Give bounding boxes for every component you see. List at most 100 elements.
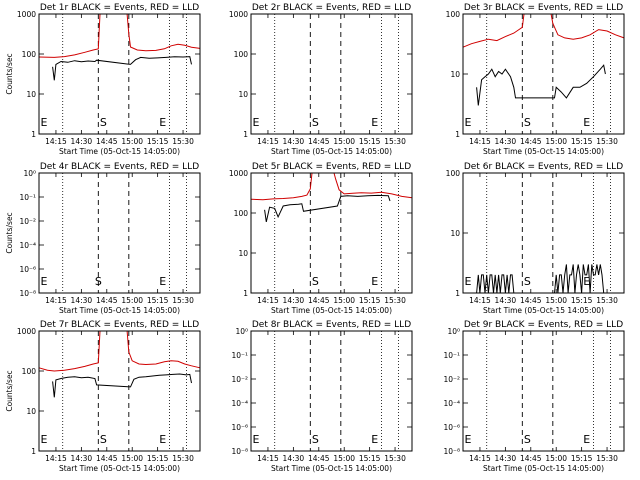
interval-marker-s: S: [100, 433, 107, 446]
y-tick-label: 10⁻⁶: [231, 423, 248, 432]
y-tick-label: 1000: [17, 327, 36, 336]
x-axis-label: Start Time (05-Oct-15 14:05:00): [483, 464, 604, 473]
interval-marker-e: E: [583, 275, 590, 288]
x-tick-label: 14:30: [283, 454, 305, 463]
interval-marker-e: E: [41, 433, 48, 446]
interval-marker-e: E: [583, 433, 590, 446]
y-tick-label: 10⁻⁴: [231, 399, 248, 408]
x-tick-label: 14:30: [71, 137, 93, 146]
x-tick-label: 14:30: [495, 454, 517, 463]
panel-title: Det 6r BLACK = Events, RED = LLD: [464, 162, 623, 172]
y-tick-label: 10: [238, 249, 248, 258]
y-tick-label: 10⁻⁶: [19, 265, 36, 274]
x-tick-label: 15:15: [359, 137, 381, 146]
x-tick-label: 14:30: [71, 454, 93, 463]
events-series: [52, 56, 192, 81]
y-tick-label: 1: [31, 447, 36, 456]
x-tick-label: 15:15: [147, 137, 169, 146]
x-tick-label: 14:45: [520, 137, 542, 146]
events-series: [264, 194, 391, 223]
y-tick-label: 100: [446, 10, 461, 19]
interval-marker-e: E: [159, 275, 166, 288]
interval-marker-e: E: [465, 116, 472, 129]
panel-det-9r: Det 9r BLACK = Events, RED = LLD 14:15 14:…: [443, 320, 625, 473]
interval-marker-s: S: [312, 116, 319, 129]
y-tick-label: 10: [450, 70, 460, 79]
panel-det-8r: Det 8r BLACK = Events, RED = LLD 14:15 14:…: [231, 320, 413, 473]
y-tick-label: 10⁻⁶: [443, 423, 460, 432]
y-tick-label: 1: [243, 289, 248, 298]
x-axis-label: Start Time (05-Oct-15 14:05:00): [483, 306, 604, 315]
plot-frame: [462, 330, 625, 452]
interval-marker-s: S: [312, 433, 319, 446]
y-axis-label: Counts/sec: [5, 370, 14, 411]
x-axis-label: Start Time (05-Oct-15 14:05:00): [59, 147, 180, 156]
x-tick-label: 15:00: [333, 137, 355, 146]
y-tick-label: 10⁰: [235, 327, 248, 336]
interval-marker-e: E: [159, 433, 166, 446]
plot-frame: [38, 172, 201, 294]
x-tick-label: 15:00: [121, 137, 143, 146]
lld-series: [462, 13, 625, 48]
x-tick-label: 14:15: [257, 296, 279, 305]
x-axis-label: Start Time (05-Oct-15 14:05:00): [271, 147, 392, 156]
plot-frame: [38, 13, 201, 135]
y-tick-label: 10⁰: [447, 327, 460, 336]
y-tick-label: 10⁻⁴: [443, 399, 460, 408]
interval-marker-e: E: [41, 275, 48, 288]
x-tick-label: 15:00: [545, 296, 567, 305]
x-tick-label: 14:15: [469, 296, 491, 305]
y-tick-label: 100: [446, 169, 461, 178]
y-axis-label: Counts/sec: [5, 53, 14, 94]
plot-frame: [250, 13, 413, 135]
x-tick-label: 14:15: [45, 454, 67, 463]
panel-title: Det 9r BLACK = Events, RED = LLD: [464, 320, 623, 330]
x-tick-label: 15:30: [596, 296, 618, 305]
y-tick-label: 10⁻⁸: [231, 447, 248, 456]
x-tick-label: 14:45: [308, 296, 330, 305]
panel-det-5r: Det 5r BLACK = Events, RED = LLD 14:15 14:…: [229, 162, 413, 315]
x-tick-label: 15:15: [147, 296, 169, 305]
lld-series: [38, 330, 201, 372]
x-tick-label: 14:30: [71, 296, 93, 305]
x-tick-label: 14:15: [469, 137, 491, 146]
x-tick-label: 15:30: [596, 454, 618, 463]
y-tick-label: 100: [234, 209, 249, 218]
x-tick-label: 14:15: [257, 137, 279, 146]
y-tick-label: 10⁻²: [443, 375, 460, 384]
x-tick-label: 15:30: [384, 454, 406, 463]
plot-frame: [38, 330, 201, 452]
y-tick-label: 10⁻²: [19, 217, 36, 226]
interval-marker-e: E: [465, 433, 472, 446]
x-tick-label: 14:15: [469, 454, 491, 463]
x-tick-label: 15:30: [172, 454, 194, 463]
x-tick-label: 14:15: [45, 296, 67, 305]
y-tick-label: 1: [455, 289, 460, 298]
panel-title: Det 8r BLACK = Events, RED = LLD: [252, 320, 411, 330]
interval-marker-e: E: [371, 275, 378, 288]
y-tick-label: 10⁻⁸: [19, 289, 36, 298]
x-tick-label: 14:45: [308, 137, 330, 146]
x-axis-label: Start Time (05-Oct-15 14:05:00): [483, 147, 604, 156]
x-tick-label: 14:30: [495, 296, 517, 305]
y-tick-label: 1000: [229, 169, 248, 178]
interval-marker-e: E: [583, 116, 590, 129]
interval-marker-e: E: [465, 275, 472, 288]
events-series: [52, 373, 192, 398]
panel-title: Det 1r BLACK = Events, RED = LLD: [40, 3, 199, 13]
panel-det-3r: Det 3r BLACK = Events, RED = LLD 14:15 14:…: [446, 3, 625, 156]
x-tick-label: 15:00: [121, 454, 143, 463]
x-tick-label: 14:15: [257, 454, 279, 463]
y-tick-label: 10: [450, 229, 460, 238]
events-series: [476, 264, 605, 294]
x-tick-label: 14:45: [520, 454, 542, 463]
y-tick-label: 1000: [17, 10, 36, 19]
events-series: [476, 64, 606, 106]
y-tick-label: 10⁻⁸: [443, 447, 460, 456]
x-axis-label: Start Time (05-Oct-15 14:05:00): [271, 306, 392, 315]
y-tick-label: 10⁻¹: [443, 351, 460, 360]
x-axis-label: Start Time (05-Oct-15 14:05:00): [59, 306, 180, 315]
panel-title: Det 5r BLACK = Events, RED = LLD: [252, 162, 411, 172]
x-tick-label: 14:45: [96, 454, 118, 463]
